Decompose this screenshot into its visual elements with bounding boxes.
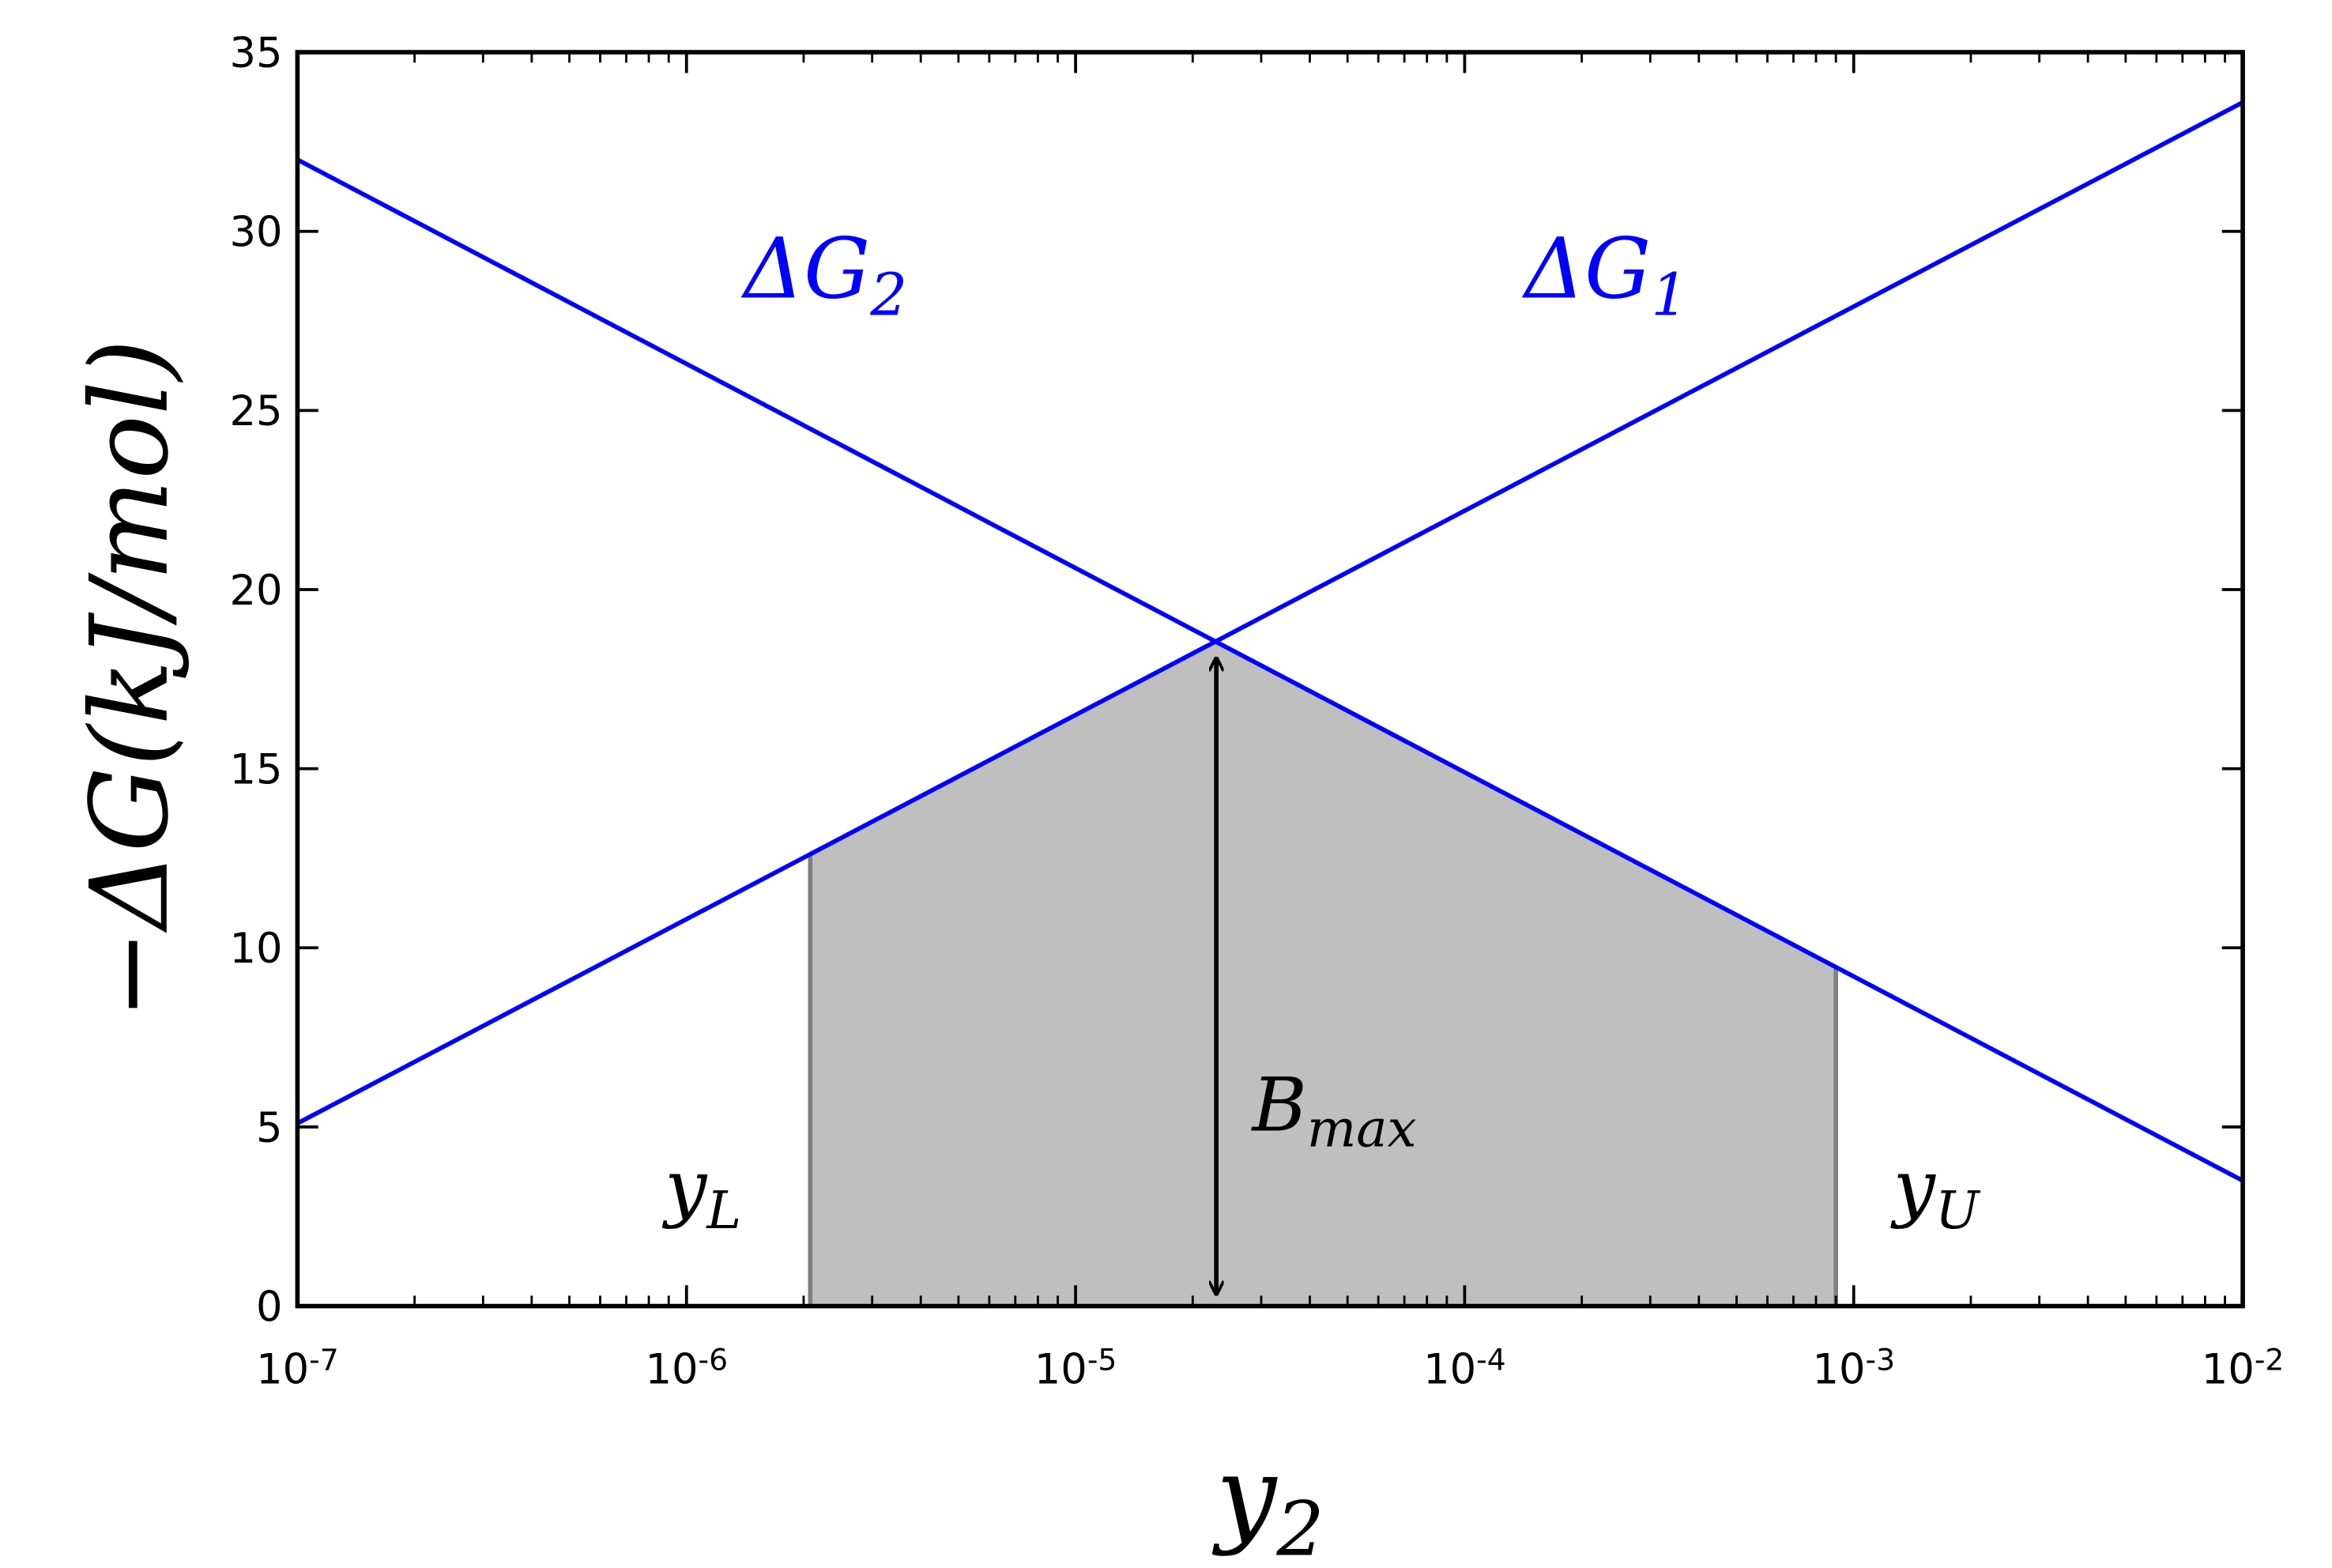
y-tick-label: 5	[256, 1104, 283, 1152]
series-line	[296, 157, 2244, 1183]
arrow-label-base: B	[1251, 1063, 1307, 1149]
plot-frame	[295, 50, 2245, 1309]
arrow-label-sub: max	[1307, 1098, 1417, 1159]
y-tick-label: 0	[256, 1283, 283, 1331]
x-tick-label: 10-4	[1423, 1342, 1506, 1393]
x-tick-exponent: -6	[699, 1342, 729, 1377]
x-tick-label: 10-5	[1034, 1342, 1117, 1393]
x-axis-label-sub: 2	[1275, 1486, 1324, 1568]
annotation-sub: U	[1935, 1180, 1981, 1241]
x-tick-base: 10	[645, 1345, 698, 1393]
x-tick-exponent: -2	[2255, 1342, 2285, 1377]
x-tick-exponent: -3	[1866, 1342, 1896, 1377]
x-tick-label: 10-3	[1812, 1342, 1895, 1393]
shaded-region	[810, 643, 1837, 1306]
x-axis-label-base: y	[1211, 1433, 1278, 1558]
arrow-label: Bmax	[1251, 1063, 1417, 1159]
y-tick-label: 10	[230, 925, 283, 973]
series-label: ΔG2	[740, 220, 907, 330]
x-axis-label: y2	[1211, 1433, 1324, 1568]
y-tick-label: 15	[230, 745, 283, 793]
x-tick-exponent: -7	[309, 1342, 339, 1377]
y-tick-label: 35	[230, 29, 283, 77]
annotation-base: y	[661, 1144, 708, 1231]
annotation-base: y	[1890, 1144, 1937, 1231]
series-label: ΔG1	[1521, 220, 1688, 330]
x-tick-base: 10	[1423, 1345, 1476, 1393]
series-label-base: ΔG	[1521, 220, 1651, 318]
y-axis-label: −ΔG(kJ/mol)	[67, 339, 192, 1020]
x-tick-label: 10-2	[2202, 1342, 2285, 1393]
x-tick-label: 10-7	[256, 1342, 339, 1393]
x-tick-exponent: -4	[1476, 1342, 1506, 1377]
annotation-sub: L	[706, 1180, 741, 1241]
y-tick-label: 20	[230, 567, 283, 615]
annotation: yU	[1890, 1144, 1981, 1241]
x-tick-base: 10	[256, 1345, 309, 1393]
series-line	[296, 100, 2244, 1125]
annotation: yL	[661, 1144, 741, 1241]
x-tick-exponent: -5	[1087, 1342, 1117, 1377]
y-tick-label: 30	[230, 209, 283, 257]
series-label-base: ΔG	[740, 220, 870, 318]
x-tick-label: 10-6	[645, 1342, 728, 1393]
x-tick-base: 10	[2202, 1345, 2255, 1393]
series-label-sub: 1	[1651, 262, 1688, 330]
x-tick-base: 10	[1812, 1345, 1865, 1393]
y-tick-label: 25	[230, 387, 283, 435]
series-label-sub: 2	[869, 262, 907, 330]
x-tick-base: 10	[1034, 1345, 1087, 1393]
